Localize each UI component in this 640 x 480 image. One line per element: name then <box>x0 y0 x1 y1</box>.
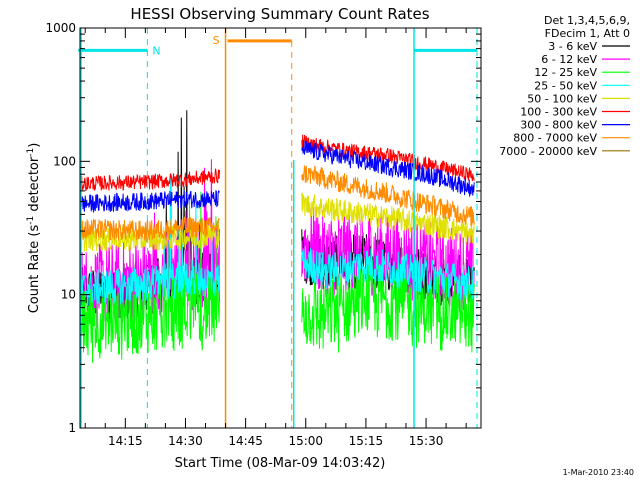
legend-25-50-keV-label: 25 - 50 keV <box>534 79 597 92</box>
x-tick-label: 14:45 <box>228 434 263 448</box>
orbit-markers: NS <box>78 28 478 428</box>
series-100-300-keV-line-1 <box>80 168 220 192</box>
x-tick-label: 14:15 <box>108 434 143 448</box>
y-tick-label: 100 <box>53 154 76 168</box>
plot-frame <box>79 27 482 429</box>
legend-7000-20000-keV-label: 7000 - 20000 keV <box>499 145 597 158</box>
series-800-7000-keV-line-1 <box>80 216 220 242</box>
night-label: N <box>152 44 160 57</box>
timestamp: 1-Mar-2010 23:40 <box>563 468 634 477</box>
axes: 1 10 100 1000 14:15 14:30 14:45 15:00 15:15 15:30 <box>45 21 481 448</box>
series-300-800-keV-line-1 <box>80 190 220 213</box>
series-12-25-keV-line-2 <box>301 259 475 353</box>
series-25-50-keV-line-2 <box>301 245 475 301</box>
legend: Det 1,3,4,5,6,9, FDecim 1, Att 0 3 - 6 k… <box>499 14 630 158</box>
legend-50-100-keV-label: 50 - 100 keV <box>527 92 597 105</box>
legend-6-12-keV-label: 6 - 12 keV <box>541 53 597 66</box>
y-tick-label: 10 <box>61 288 76 302</box>
legend-800-7000-keV-label: 800 - 7000 keV <box>513 132 597 145</box>
y-tick-label: 1 <box>68 421 76 435</box>
plot-lines <box>80 110 475 363</box>
series-50-100-keV-line-1 <box>80 224 220 252</box>
series-300-800-keV-line-2 <box>301 139 475 197</box>
legend-header-line-2: FDecim 1, Att 0 <box>545 27 630 40</box>
series-50-100-keV-line-2 <box>301 192 475 245</box>
legend-header-line-1: Det 1,3,4,5,6,9, <box>544 14 630 27</box>
chart-title: HESSI Observing Summary Count Rates <box>130 5 429 23</box>
y-axis-label: Count Rate (s-1 detector-1) <box>26 143 42 314</box>
legend-3-6-keV-label: 3 - 6 keV <box>548 40 597 53</box>
x-axis-label: Start Time (08-Mar-09 14:03:42) <box>175 456 386 471</box>
x-tick-label: 15:00 <box>288 434 323 448</box>
x-tick-label: 15:15 <box>349 434 384 448</box>
legend-300-800-keV-label: 300 - 800 keV <box>520 119 597 132</box>
legend-12-25-keV-label: 12 - 25 keV <box>534 66 597 79</box>
x-tick-label: 14:30 <box>168 434 203 448</box>
y-tick-label: 1000 <box>45 21 76 35</box>
saa-label: S <box>213 34 220 47</box>
x-tick-label: 15:30 <box>409 434 444 448</box>
series-12-25-keV-line-1 <box>80 191 220 363</box>
series-800-7000-keV-line-2 <box>301 165 475 227</box>
legend-100-300-keV-label: 100 - 300 keV <box>520 106 597 119</box>
series-25-50-keV-line-1 <box>80 177 220 306</box>
